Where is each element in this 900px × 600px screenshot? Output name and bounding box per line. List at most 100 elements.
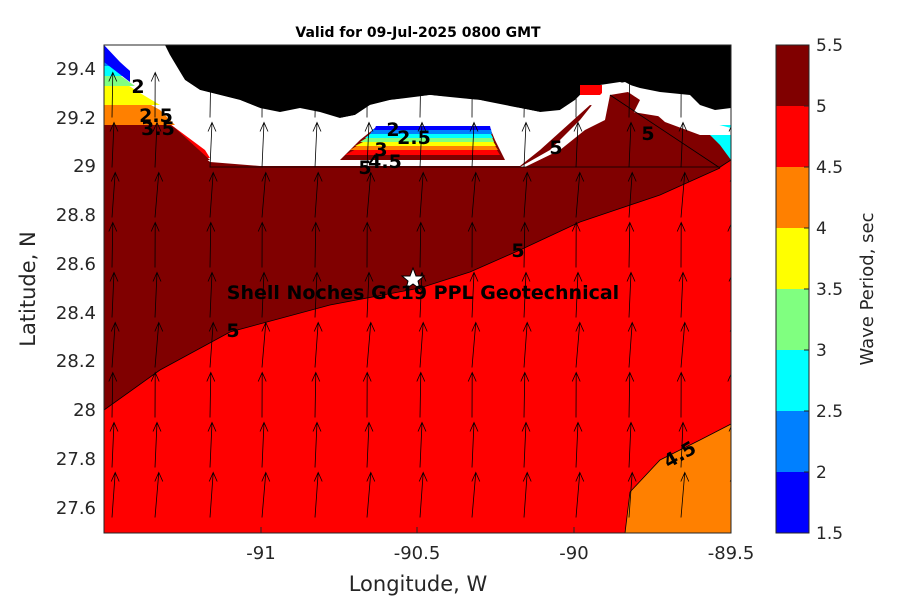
wave-direction-arrow [728, 426, 731, 468]
wave-direction-arrow [520, 371, 530, 418]
wave-direction-arrow [362, 71, 372, 118]
colorbar-segment [776, 289, 809, 350]
wave-direction-arrow [573, 121, 583, 168]
wave-direction-arrow [627, 321, 637, 368]
colorbar-segment [776, 472, 809, 533]
wave-direction-arrow [257, 371, 267, 418]
wave-direction-arrow [575, 171, 585, 218]
wave-direction-arrow [311, 221, 321, 268]
contour-4.5 [624, 423, 731, 533]
contour-5-east [609, 94, 721, 169]
wave-direction-arrow [571, 71, 581, 118]
wave-direction-arrow [625, 221, 635, 268]
wave-direction-arrow [110, 321, 120, 368]
region-4-4.5 [625, 424, 731, 533]
wave-direction-arrow [571, 221, 581, 268]
wave-direction-arrow [206, 221, 216, 268]
y-tick-label: 29.2 [56, 108, 96, 129]
wave-direction-arrow [418, 471, 428, 518]
wave-direction-arrow [108, 71, 118, 118]
wave-direction-arrow [416, 221, 426, 268]
wave-direction-arrow [467, 221, 477, 268]
wave-direction-arrow [150, 71, 160, 118]
wave-direction-arrow [312, 421, 322, 468]
wave-direction-arrow [469, 421, 479, 468]
y-tick-label: 29.4 [56, 59, 96, 80]
wave-direction-arrow [416, 371, 426, 418]
colorbar-segment [776, 167, 809, 228]
wave-direction-arrow [521, 421, 531, 468]
wave-direction-arrow [313, 471, 323, 518]
colorbar-segment [776, 45, 809, 106]
wave-direction-arrow [207, 421, 217, 468]
wave-direction-arrow [625, 371, 635, 418]
wave-direction-arrow [257, 221, 267, 268]
wave-direction-arrow [261, 321, 271, 368]
wave-direction-arrow [678, 271, 688, 318]
wave-direction-arrow [364, 121, 374, 168]
bay-cyan [365, 134, 493, 138]
contour-label: 5 [358, 157, 371, 179]
wave-direction-arrow [313, 171, 323, 218]
colorbar-label: Wave Period, sec [857, 212, 878, 365]
contour-label: 5 [226, 320, 239, 342]
bay-green [360, 137, 494, 142]
colorbar-segment [776, 411, 809, 472]
wave-direction-arrow [728, 276, 731, 318]
wave-direction-arrow [522, 171, 532, 218]
bay-yellow [355, 141, 496, 146]
wave-direction-arrow [727, 223, 731, 268]
wave-direction-arrow [416, 71, 426, 118]
plot-area [104, 45, 731, 533]
west-gradient-yellow [104, 45, 160, 105]
wave-direction-arrow [571, 371, 581, 418]
wave-direction-arrow [110, 171, 120, 218]
wave-direction-arrow [521, 121, 531, 168]
wave-direction-arrow [364, 421, 374, 468]
y-tick-label: 27.6 [56, 498, 96, 519]
y-axis: 27.6 27.8 28 28.2 28.4 28.6 28.8 29 29.2… [16, 59, 96, 519]
colorbar-tick-label: 2 [816, 463, 827, 483]
wave-direction-arrow [206, 71, 216, 118]
wave-direction-arrow [627, 171, 637, 218]
delta-white-strip [340, 95, 545, 128]
wave-direction-arrow [575, 321, 585, 368]
bay-blue [374, 126, 491, 130]
wave-direction-arrow [207, 121, 217, 168]
wave-direction-arrow [208, 471, 218, 518]
x-axis-label: Longitude, W [349, 572, 488, 596]
contour-label: 5 [511, 240, 524, 262]
wave-direction-arrow [728, 126, 731, 168]
contour-label: 2.5 [139, 105, 173, 127]
contour-5 [104, 167, 721, 411]
coast-white-strip [170, 55, 260, 115]
wave-direction-arrow [311, 71, 321, 118]
wave-direction-arrow [680, 471, 690, 518]
wave-direction-arrow [471, 321, 481, 368]
wave-direction-arrow [313, 321, 323, 368]
contour-5-north [210, 159, 731, 168]
wave-direction-arrow [257, 71, 267, 118]
wave-direction-arrow [109, 121, 119, 168]
wave-direction-arrow [575, 471, 585, 518]
colorbar-segment [776, 228, 809, 289]
wave-direction-arrow [627, 471, 637, 518]
wave-direction-arrow [366, 471, 376, 518]
wave-direction-arrow [522, 321, 532, 368]
colorbar-tick-label: 2.5 [816, 402, 843, 422]
wave-direction-arrow [471, 471, 481, 518]
wave-direction-arrow [522, 471, 532, 518]
river-mouth-dark [605, 92, 640, 135]
colorbar-tick-label: 4 [816, 219, 827, 239]
contour-label: 3 [374, 139, 387, 161]
wave-direction-arrow [366, 321, 376, 368]
x-tick-label: -91 [246, 543, 275, 564]
wave-direction-arrow [469, 121, 479, 168]
x-tick-label: -90.5 [394, 543, 441, 564]
colorbar-tick-label: 1.5 [816, 524, 843, 544]
x-tick-label: -89.5 [708, 543, 755, 564]
wave-direction-arrow [109, 271, 119, 318]
wave-direction-arrow [362, 221, 372, 268]
x-tick-label: -90 [559, 543, 588, 564]
wave-direction-arrow [573, 421, 583, 468]
